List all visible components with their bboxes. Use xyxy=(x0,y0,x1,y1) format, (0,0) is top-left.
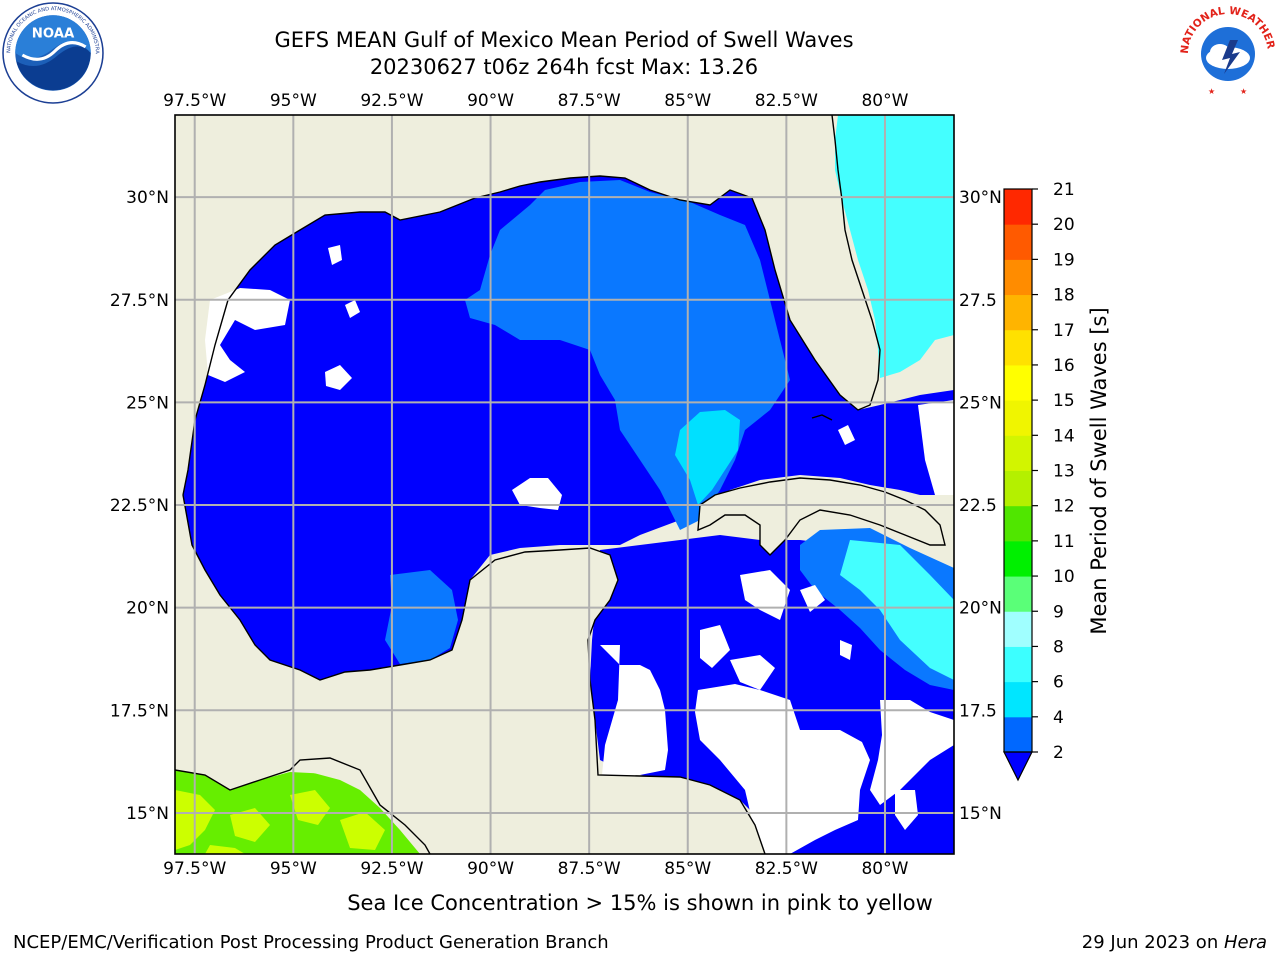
lon-tick-bottom: 87.5°W xyxy=(558,859,621,879)
central-america xyxy=(290,758,765,854)
colorbar-segment xyxy=(1004,259,1032,296)
lat-tick-right: 20°N xyxy=(959,599,1002,619)
graticule xyxy=(175,115,954,854)
svg-text:★: ★ xyxy=(1208,87,1215,96)
atlantic-swell-field xyxy=(835,115,954,378)
colorbar-segment xyxy=(1004,435,1032,471)
colorbar-segment xyxy=(1004,189,1032,225)
colorbar-segment xyxy=(1004,224,1032,260)
colorbar-tick-label: 12 xyxy=(1053,497,1075,517)
colorbar-segment xyxy=(1004,294,1032,331)
lat-tick-left: 27.5°N xyxy=(110,291,169,311)
colorbar-tick-label: 13 xyxy=(1053,462,1075,482)
colorbar-tick-label: 9 xyxy=(1053,602,1064,622)
sea-ice-note-text: Sea Ice Concentration > 15% is shown in … xyxy=(347,891,933,915)
lat-tick-left: 30°N xyxy=(126,188,169,208)
lat-tick-right: 17.5 xyxy=(959,701,997,721)
nws-logo: NATIONAL WEATHER SERVICE ★ ★ xyxy=(1178,2,1277,100)
colorbar-tick-label: 10 xyxy=(1053,567,1075,587)
colorbar-segment xyxy=(1004,681,1032,718)
colorbar-tick-label: 14 xyxy=(1053,426,1075,446)
cuba-landmass xyxy=(698,478,945,555)
colorbar-tick-label: 21 xyxy=(1053,180,1075,200)
lon-tick-top: 92.5°W xyxy=(360,91,423,111)
lon-tick-bottom: 92.5°W xyxy=(360,859,423,879)
colorbar-tick-label: 20 xyxy=(1053,215,1075,235)
colorbar-tick-label: 15 xyxy=(1053,391,1075,411)
svg-text:★: ★ xyxy=(1240,87,1247,96)
yucatan-peninsula xyxy=(462,548,618,775)
colorbar-tick-label: 11 xyxy=(1053,532,1075,552)
lat-tick-left: 15°N xyxy=(126,804,169,824)
lon-tick-top: 80°W xyxy=(861,91,908,111)
lat-tick-right: 30°N xyxy=(959,188,1002,208)
colorbar-segment xyxy=(1004,364,1032,401)
map-area xyxy=(175,115,954,854)
no-data-patches xyxy=(205,245,954,854)
lon-tick-bottom: 95°W xyxy=(270,859,317,879)
colorbar-tick-label: 19 xyxy=(1053,250,1075,270)
lon-tick-bottom: 97.5°W xyxy=(163,859,226,879)
colorbar-tick-label: 8 xyxy=(1053,637,1064,657)
host-text: Hera xyxy=(1223,932,1267,953)
chart-subtitle: 20230627 t06z 264h fcst Max: 13.26 xyxy=(369,55,759,79)
lon-tick-top: 90°W xyxy=(467,91,514,111)
date-stamp: 29 Jun 2023 on Hera xyxy=(1082,932,1267,953)
yucatan-swell-field xyxy=(675,410,740,505)
lon-tick-top: 97.5°W xyxy=(163,91,226,111)
chart-title: GEFS MEAN Gulf of Mexico Mean Period of … xyxy=(274,28,854,52)
lat-tick-left: 22.5°N xyxy=(110,496,169,516)
caribbean-cyan-inner xyxy=(840,540,954,680)
colorbar-tick-label: 18 xyxy=(1053,286,1075,306)
sea-ice-note: Sea Ice Concentration > 15% is shown in … xyxy=(0,891,1280,915)
lon-tick-bottom: 85°W xyxy=(664,859,711,879)
lon-tick-top: 82.5°W xyxy=(755,91,818,111)
colorbar-tick-label: 6 xyxy=(1053,673,1064,693)
lat-tick-right: 22.5 xyxy=(959,496,997,516)
lat-tick-right: 27.5 xyxy=(959,291,997,311)
colorbar-segment xyxy=(1004,576,1032,612)
lon-tick-bottom: 90°W xyxy=(467,859,514,879)
colorbar-tick-label: 17 xyxy=(1053,321,1075,341)
colorbar: 2 4 6 8 9 10 11 12 13 14 15 16 17 18 19 20 21 xyxy=(1003,180,1075,782)
colorbar-segment xyxy=(1004,329,1032,366)
credit-text: NCEP/EMC/Verification Post Processing Pr… xyxy=(13,932,609,953)
noaa-logo-text: NOAA xyxy=(32,27,75,42)
coastlines xyxy=(175,115,946,854)
colorbar-segment xyxy=(1004,470,1032,507)
colorbar-segment xyxy=(1004,611,1032,647)
lat-tick-right: 15°N xyxy=(959,804,1002,824)
colorbar-tick-label: 4 xyxy=(1053,708,1064,728)
colorbar-segment xyxy=(1004,540,1032,577)
gulf-mid-swell-west xyxy=(385,570,458,664)
lat-tick-left: 17.5°N xyxy=(110,701,169,721)
axis-tick-labels: 97.5°W 97.5°W 95°W 95°W 92.5°W 92.5°W 90°W 90°W… xyxy=(110,91,1002,879)
colorbar-segment xyxy=(1004,505,1032,542)
colorbar-label: Mean Period of Swell Waves [s] xyxy=(1087,307,1111,634)
lon-tick-top: 95°W xyxy=(270,91,317,111)
lon-tick-bottom: 82.5°W xyxy=(755,859,818,879)
lat-tick-left: 20°N xyxy=(126,599,169,619)
colorbar-tick-label: 16 xyxy=(1053,356,1075,376)
map-frame xyxy=(174,114,955,855)
colorbar-under-arrow xyxy=(1003,751,1033,782)
lat-tick-left: 25°N xyxy=(126,393,169,413)
colorbar-tick-label: 2 xyxy=(1053,743,1064,763)
date-text: 29 Jun 2023 on xyxy=(1081,932,1224,953)
colorbar-segment xyxy=(1004,646,1032,683)
lon-tick-bottom: 80°W xyxy=(861,859,908,879)
colorbar-segment xyxy=(1004,400,1032,436)
lon-tick-top: 87.5°W xyxy=(558,91,621,111)
colorbar-segment xyxy=(1004,716,1032,753)
noaa-logo: NOAA NATIONAL OCEANIC AND ATMOSPHERIC AD… xyxy=(2,2,104,104)
lon-tick-top: 85°W xyxy=(664,91,711,111)
lat-tick-right: 25°N xyxy=(959,393,1002,413)
